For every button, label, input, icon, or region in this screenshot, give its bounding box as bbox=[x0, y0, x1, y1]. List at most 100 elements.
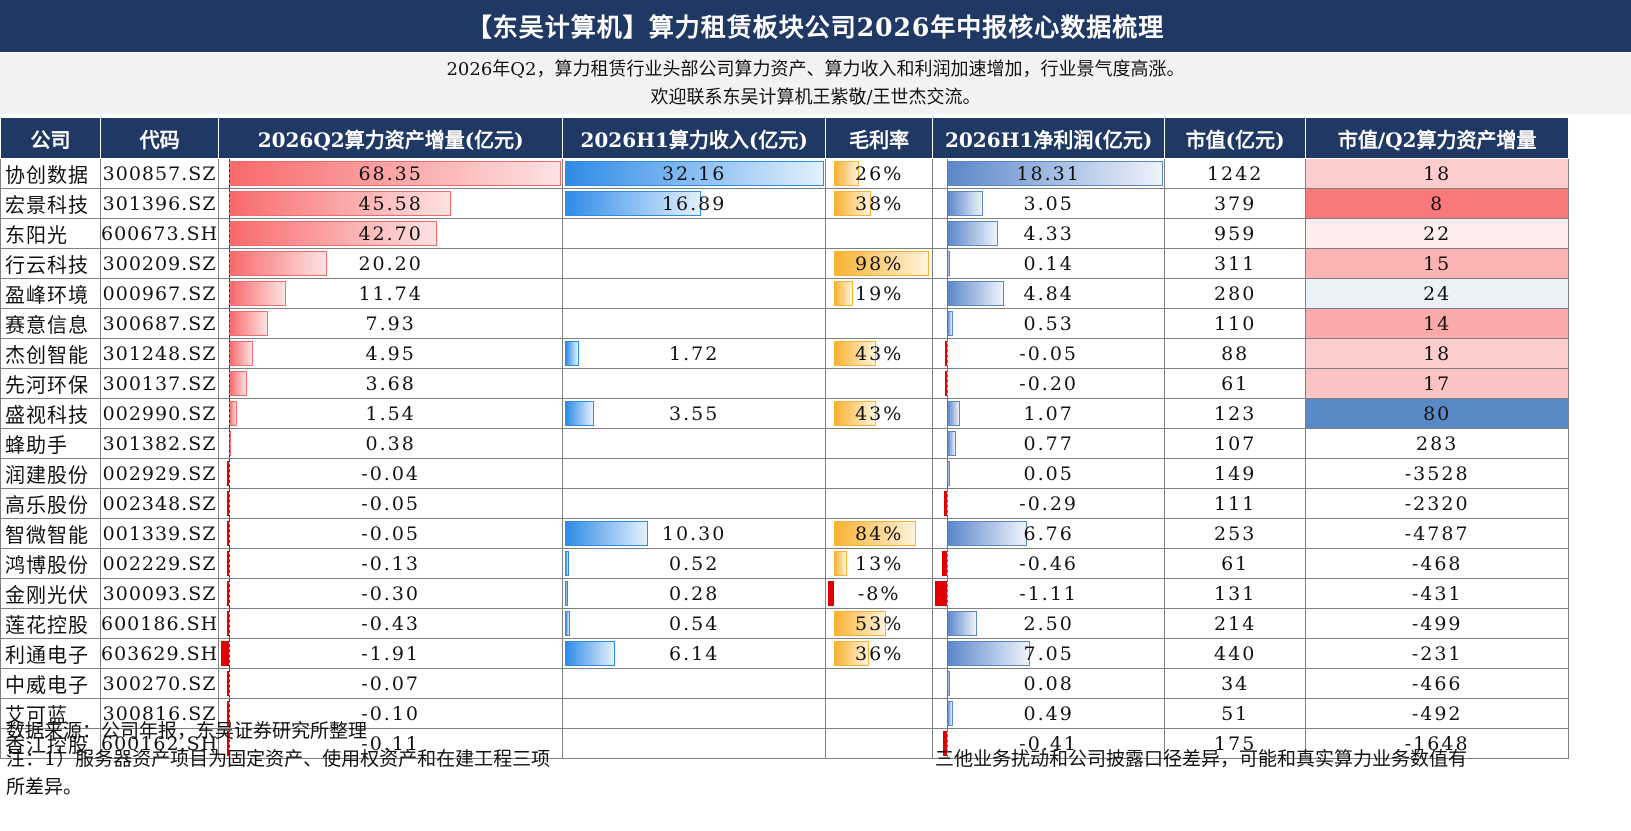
asset-axis bbox=[229, 609, 231, 638]
mcap-cell: 111 bbox=[1164, 488, 1307, 519]
asset-axis bbox=[229, 309, 231, 338]
profit-value: -0.41 bbox=[1019, 732, 1079, 755]
table-row: 宏景科技 301396.SZ 45.58 16.89 38% 3.05 379 8 bbox=[0, 188, 1570, 219]
revenue-value: 16.89 bbox=[661, 192, 727, 215]
asset-axis bbox=[229, 669, 231, 698]
profit-cell: -0.41 bbox=[932, 728, 1166, 759]
mcap-cell: 280 bbox=[1164, 278, 1307, 309]
ratio-cell: -431 bbox=[1305, 578, 1570, 609]
header-company: 公司 bbox=[0, 117, 101, 159]
company-name: 盈峰环境 bbox=[0, 278, 101, 309]
margin-cell: 26% bbox=[825, 158, 934, 189]
revenue-cell bbox=[562, 668, 827, 699]
asset-bar bbox=[229, 161, 562, 186]
asset-axis bbox=[229, 459, 231, 488]
asset-cell: -0.05 bbox=[218, 488, 564, 519]
margin-cell bbox=[825, 368, 934, 399]
margin-bar bbox=[834, 641, 870, 666]
company-name: 蜂助手 bbox=[0, 428, 101, 459]
asset-cell: -0.04 bbox=[218, 458, 564, 489]
revenue-value: 3.55 bbox=[669, 402, 720, 425]
margin-value: 43% bbox=[855, 402, 904, 425]
profit-axis bbox=[947, 159, 949, 188]
revenue-value: 10.30 bbox=[661, 522, 727, 545]
margin-value: 36% bbox=[855, 642, 904, 665]
asset-axis bbox=[229, 429, 231, 458]
profit-cell: 0.53 bbox=[932, 308, 1166, 339]
profit-bar bbox=[944, 371, 948, 396]
asset-bar bbox=[227, 611, 230, 636]
stock-code: 600162.SH bbox=[99, 728, 220, 759]
profit-axis bbox=[947, 189, 949, 218]
margin-value: 26% bbox=[855, 162, 904, 185]
ratio-cell: -492 bbox=[1305, 698, 1570, 729]
asset-cell: -0.30 bbox=[218, 578, 564, 609]
table-row: 莲花控股 600186.SH -0.43 0.54 53% 2.50 214 -499 bbox=[0, 608, 1570, 639]
profit-axis bbox=[947, 609, 949, 638]
revenue-value: 0.54 bbox=[669, 612, 720, 635]
asset-cell: 0.38 bbox=[218, 428, 564, 459]
table-row: 东阳光 600673.SH 42.70 4.33 959 22 bbox=[0, 218, 1570, 249]
profit-axis bbox=[947, 549, 949, 578]
margin-cell bbox=[825, 698, 934, 729]
header-revenue: 2026H1算力收入(亿元) bbox=[562, 117, 827, 159]
profit-cell: 0.05 bbox=[932, 458, 1166, 489]
margin-cell: 43% bbox=[825, 398, 934, 429]
asset-bar bbox=[229, 221, 437, 246]
profit-bar bbox=[947, 191, 984, 216]
asset-bar bbox=[227, 491, 230, 516]
asset-value: -0.05 bbox=[361, 492, 421, 515]
asset-bar bbox=[227, 461, 230, 486]
revenue-cell: 16.89 bbox=[562, 188, 827, 219]
header-ratio: 市值/Q2算力资产增量 bbox=[1305, 117, 1570, 159]
profit-bar bbox=[945, 341, 948, 366]
asset-bar bbox=[229, 311, 268, 336]
asset-axis bbox=[229, 219, 231, 248]
table-row: 杰创智能 301248.SZ 4.95 1.72 43% -0.05 88 18 bbox=[0, 338, 1570, 369]
ratio-cell: -1648 bbox=[1305, 728, 1570, 759]
stock-code: 300816.SZ bbox=[99, 698, 220, 729]
asset-axis bbox=[229, 579, 231, 608]
stock-code: 300687.SZ bbox=[99, 308, 220, 339]
profit-cell: -0.20 bbox=[932, 368, 1166, 399]
table-row: 中威电子 300270.SZ -0.07 0.08 34 -466 bbox=[0, 668, 1570, 699]
asset-value: -0.43 bbox=[361, 612, 421, 635]
margin-cell: -8% bbox=[825, 578, 934, 609]
profit-axis bbox=[947, 579, 949, 608]
profit-bar bbox=[947, 521, 1027, 546]
ratio-cell: 18 bbox=[1305, 158, 1570, 189]
profit-value: 0.08 bbox=[1023, 672, 1074, 695]
mcap-cell: 311 bbox=[1164, 248, 1307, 279]
asset-value: 0.38 bbox=[365, 432, 416, 455]
report-title: 【东吴计算机】算力租赁板块公司2026年中报核心数据梳理 bbox=[0, 0, 1631, 52]
asset-cell: 68.35 bbox=[218, 158, 564, 189]
profit-cell: 7.05 bbox=[932, 638, 1166, 669]
profit-bar bbox=[942, 731, 948, 756]
profit-cell: 1.07 bbox=[932, 398, 1166, 429]
asset-axis bbox=[229, 339, 231, 368]
margin-value: 38% bbox=[855, 192, 904, 215]
company-name: 艾可蓝 bbox=[0, 698, 101, 729]
mcap-cell: 61 bbox=[1164, 368, 1307, 399]
margin-cell: 43% bbox=[825, 338, 934, 369]
profit-bar bbox=[947, 161, 1164, 186]
header-asset: 2026Q2算力资产增量(亿元) bbox=[218, 117, 564, 159]
asset-cell: -0.07 bbox=[218, 668, 564, 699]
margin-bar bbox=[834, 551, 847, 576]
profit-axis bbox=[947, 669, 949, 698]
asset-bar bbox=[227, 731, 230, 756]
mcap-cell: 149 bbox=[1164, 458, 1307, 489]
stock-code: 002229.SZ bbox=[99, 548, 220, 579]
stock-code: 300857.SZ bbox=[99, 158, 220, 189]
profit-axis bbox=[947, 309, 949, 338]
asset-value: 20.20 bbox=[358, 252, 423, 275]
asset-axis bbox=[229, 729, 231, 758]
mcap-cell: 107 bbox=[1164, 428, 1307, 459]
revenue-cell bbox=[562, 278, 827, 309]
table-row: 鸿博股份 002229.SZ -0.13 0.52 13% -0.46 61 -468 bbox=[0, 548, 1570, 579]
stock-code: 301396.SZ bbox=[99, 188, 220, 219]
margin-cell: 98% bbox=[825, 248, 934, 279]
table-row: 利通电子 603629.SH -1.91 6.14 36% 7.05 440 -231 bbox=[0, 638, 1570, 669]
profit-bar bbox=[942, 551, 948, 576]
margin-bar bbox=[834, 521, 916, 546]
